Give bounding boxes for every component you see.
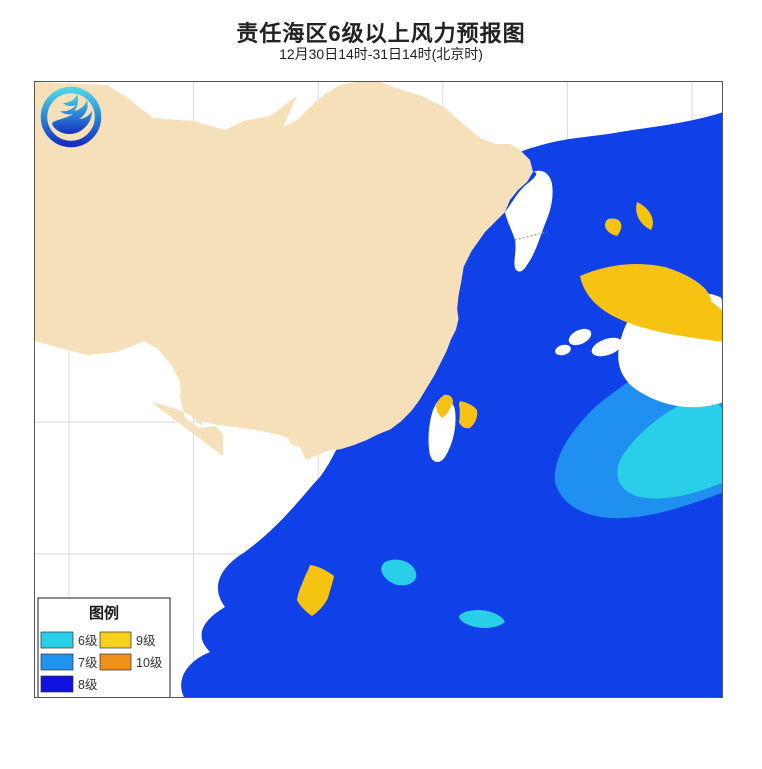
svg-text:图例: 图例 bbox=[89, 604, 119, 622]
svg-text:8级: 8级 bbox=[78, 678, 98, 692]
svg-text:7级: 7级 bbox=[78, 656, 98, 670]
svg-text:10级: 10级 bbox=[136, 656, 163, 670]
svg-text:9级: 9级 bbox=[136, 634, 156, 648]
svg-text:6级: 6级 bbox=[78, 634, 98, 648]
